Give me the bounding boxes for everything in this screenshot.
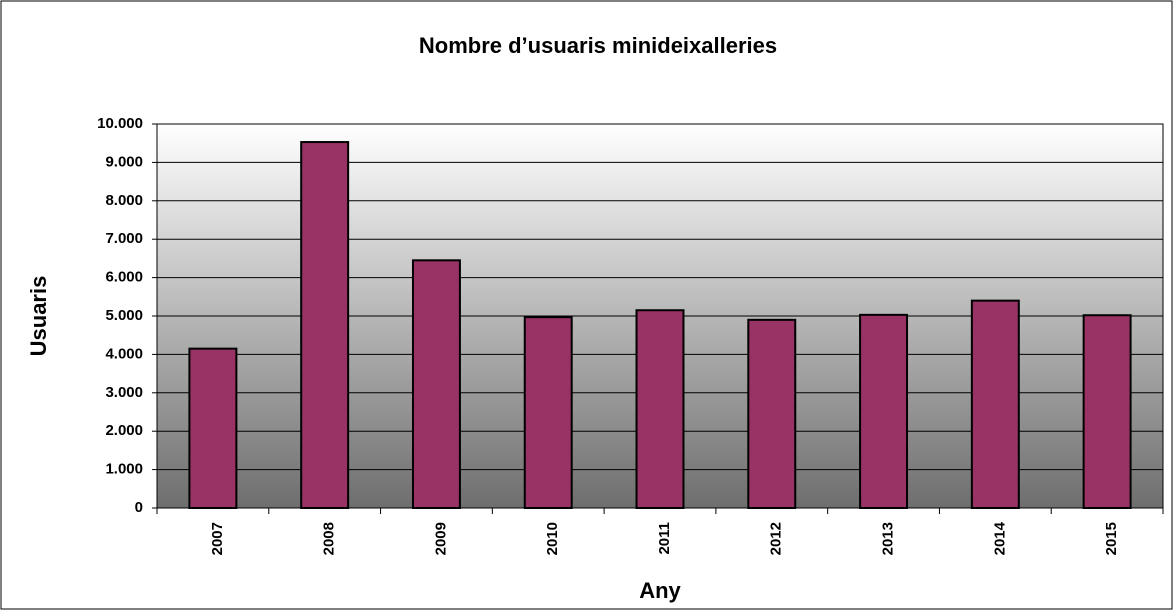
y-tick-label: 10.000 [97,115,143,132]
x-tick-label: 2013 [880,522,897,555]
y-tick-label: 8.000 [105,192,143,209]
y-tick-label: 0 [135,499,143,516]
y-axis-label: Usuaris [26,276,51,357]
x-tick-label: 2008 [321,522,338,555]
bar [859,313,909,509]
x-tick-label: 2014 [991,521,1008,555]
bar [1082,314,1132,509]
chart-title: Nombre d’usuaris minideixalleries [419,33,777,58]
x-tick-label: 2011 [656,522,673,555]
y-tick-label: 3.000 [105,384,143,401]
bar [523,316,573,510]
bar [411,259,461,509]
x-tick-label: 2015 [1103,522,1120,555]
x-tick-label: 2009 [432,522,449,555]
x-tick-label: 2007 [209,522,226,555]
y-tick-label: 5.000 [105,307,143,324]
bar [300,141,350,509]
y-tick-label: 1.000 [105,461,143,478]
y-tick-label: 4.000 [105,345,143,362]
y-tick-label: 6.000 [105,269,143,286]
x-tick-label: 2010 [544,522,561,555]
bar [747,318,797,509]
y-tick-label: 9.000 [105,153,143,170]
y-tick-label: 7.000 [105,230,143,247]
x-tick-label: 2012 [768,522,785,555]
y-tick-label: 2.000 [105,422,143,439]
bar [635,309,685,509]
bar [970,299,1020,510]
bar [188,347,238,510]
x-axis-label: Any [639,578,681,603]
